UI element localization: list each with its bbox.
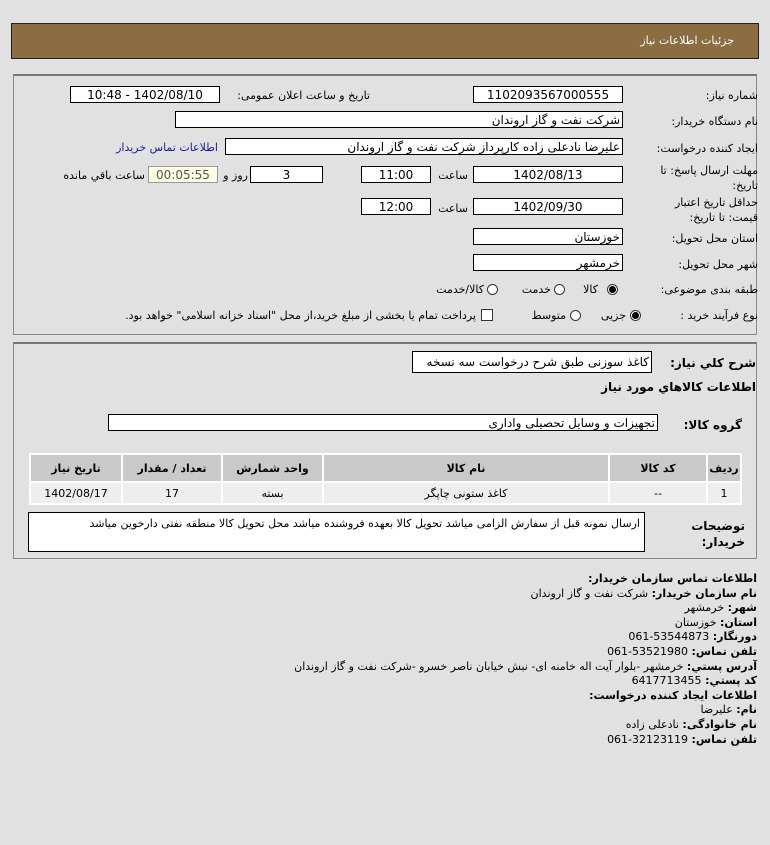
cell-unit: بسته (223, 483, 322, 503)
city-field[interactable]: خرمشهر (473, 254, 623, 271)
process-radio-minor[interactable] (630, 310, 641, 321)
family-label: نام خانوادگی: (682, 717, 757, 731)
remaining-time-field: 00:05:55 (148, 166, 218, 183)
city-label: شهر: (727, 601, 757, 615)
process-option-medium: متوسط (531, 309, 566, 322)
buyer-contact-link[interactable]: اطلاعات تماس خریدار (116, 141, 218, 154)
contact-title: اطلاعات تماس سازمان خریدار: (588, 572, 757, 585)
col-header-date: تاریخ نیاز (31, 455, 121, 481)
treasury-payment-checkbox[interactable] (481, 309, 493, 321)
need-info-panel (13, 74, 757, 335)
validity-date-field[interactable]: 1402/09/30 (473, 198, 623, 215)
col-header-quantity: تعداد / مقدار (123, 455, 221, 481)
province-field[interactable]: خوزستان (473, 228, 623, 245)
category-label: طبقه بندی موضوعی: (660, 283, 758, 296)
notes-label: توضیحات خریدار: (691, 519, 745, 549)
deadline-time-label: ساعت (438, 169, 468, 182)
category-radio-goods-service[interactable] (487, 284, 498, 295)
cell-quantity: 17 (123, 483, 221, 503)
col-header-code: کد کالا (610, 455, 706, 481)
city-value: خرمشهر (684, 601, 725, 615)
process-option-minor: جزیی (600, 309, 626, 322)
validity-label: حداقل تاریخ اعتبار قیمت: تا تاریخ: (674, 196, 758, 224)
phone-label: تلفن تماس: (691, 644, 757, 658)
validity-time-label: ساعت (438, 202, 468, 215)
days-field[interactable]: 3 (250, 166, 323, 183)
fax-value: 061-53544873 (628, 630, 710, 644)
creator-phone-value: 061-32123119 (607, 732, 689, 746)
family-value: نادعلی زاده (625, 717, 679, 731)
payment-note: پرداخت تمام یا بخشی از مبلغ خرید،از محل … (125, 309, 476, 322)
buyer-field[interactable]: شرکت نفت و گاز اروندان (175, 111, 623, 128)
fax-label: دورنگار: (712, 630, 757, 644)
category-option-goods: کالا (583, 283, 598, 296)
process-radio-medium[interactable] (570, 310, 581, 321)
process-label: نوع فرآیند خرید : (680, 309, 758, 322)
announce-field[interactable]: 1402/08/10 - 10:48 (70, 86, 220, 103)
cell-date: 1402/08/17 (31, 483, 121, 503)
need-number-field[interactable]: 1102093567000555 (473, 86, 623, 103)
page-title: جزئیات اطلاعات نیاز (640, 34, 734, 47)
goods-title: اطلاعات کالاهاي مورد نیاز (601, 380, 756, 394)
postal-label: کد پستي: (705, 674, 757, 688)
group-label: گروه کالا: (683, 418, 742, 432)
name-label: نام: (736, 703, 757, 717)
buyer-label: نام دستگاه خریدار: (671, 115, 758, 128)
category-option-service: خدمت (521, 283, 551, 296)
category-radio-service[interactable] (554, 284, 565, 295)
deadline-label: مهلت ارسال پاسخ: تا تاریخ: (660, 164, 758, 192)
goods-table: ردیف کد کالا نام کالا واحد شمارش تعداد /… (29, 453, 742, 505)
col-header-unit: واحد شمارش (223, 455, 322, 481)
org-value: شرکت نفت و گاز اروندان (530, 586, 649, 600)
days-label: روز و (223, 169, 248, 182)
province-label: استان: (720, 615, 757, 629)
summary-label: شرح کلي نیاز: (670, 356, 756, 370)
remaining-label: ساعت باقي مانده (63, 169, 145, 182)
address-label: آدرس پستي: (686, 659, 757, 673)
notes-field: ارسال نمونه قبل از سفارش الزامی میاشد تح… (28, 512, 645, 552)
city-label: شهر محل تحویل: (678, 258, 758, 271)
category-option-goods-service: کالا/خدمت (436, 283, 484, 296)
need-number-label: شماره نیاز: (705, 89, 758, 102)
col-header-name: نام کالا (324, 455, 608, 481)
cell-row-number: 1 (708, 483, 740, 503)
page-header: جزئیات اطلاعات نیاز (11, 23, 759, 59)
cell-name: کاغذ ستونی چاپگر (324, 483, 608, 503)
announce-label: تاریخ و ساعت اعلان عمومی: (237, 89, 370, 102)
table-row: 1 -- کاغذ ستونی چاپگر بسته 17 1402/08/17 (31, 483, 740, 503)
validity-time-field[interactable]: 12:00 (361, 198, 431, 215)
col-header-row-number: ردیف (708, 455, 740, 481)
org-label: نام سازمان خریدار: (651, 586, 757, 600)
creator-field[interactable]: علیرضا نادعلی زاده کارپرداز شرکت نفت و گ… (225, 138, 623, 155)
details-panel (13, 342, 757, 559)
summary-field[interactable]: کاغذ سوزنی طبق شرح درخواست سه نسخه (412, 351, 652, 373)
contact-section: اطلاعات تماس سازمان خریدار: نام سازمان خ… (294, 572, 757, 747)
deadline-date-field[interactable]: 1402/08/13 (473, 166, 623, 183)
name-value: علیرضا (700, 703, 733, 717)
address-value: خرمشهر -بلوار آیت اله خامنه ای- نبش خیاب… (294, 659, 684, 673)
province-label: استان محل تحویل: (671, 232, 758, 245)
phone-value: 061-53521980 (607, 644, 689, 658)
province-value: خوزستان (674, 615, 717, 629)
table-header-row: ردیف کد کالا نام کالا واحد شمارش تعداد /… (31, 455, 740, 481)
group-field[interactable]: تجهیزات و وسایل تحصیلی واداری (108, 414, 658, 431)
category-radio-goods[interactable] (607, 284, 618, 295)
postal-value: 6417713455 (631, 674, 702, 688)
creator-title: اطلاعات ایجاد کننده درخواست: (589, 688, 757, 702)
creator-phone-label: تلفن تماس: (691, 732, 757, 746)
cell-code: -- (610, 483, 706, 503)
deadline-time-field[interactable]: 11:00 (361, 166, 431, 183)
creator-label: ایجاد کننده درخواست: (656, 142, 758, 155)
